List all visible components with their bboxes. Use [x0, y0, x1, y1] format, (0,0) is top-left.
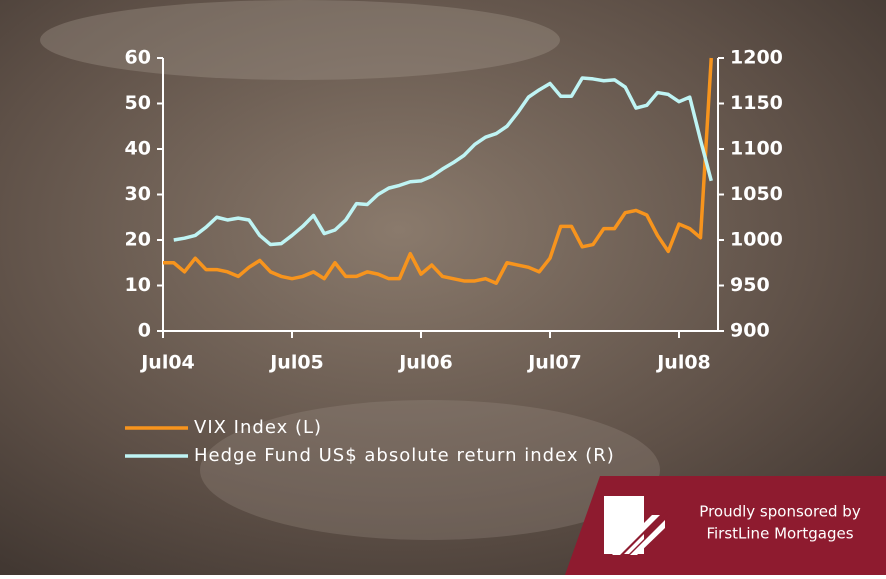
y2-tick-label: 1000 [730, 229, 783, 251]
sponsor: Proudly sponsored by FirstLine Mortgages [565, 476, 886, 575]
y-tick-label: 20 [125, 229, 151, 251]
series-line [163, 57, 713, 285]
y2-tick-label: 950 [730, 274, 770, 296]
y2-tick-label: 1050 [730, 183, 783, 205]
sponsor-text: FirstLine Mortgages [706, 525, 853, 543]
sponsor-text: Proudly sponsored by [699, 503, 861, 521]
y-tick-label: 10 [125, 274, 151, 296]
sponsor-logo [604, 496, 668, 555]
sponsor-box [565, 476, 886, 575]
x-tick-label: Jul07 [526, 352, 582, 374]
x-tick-label: Jul08 [655, 352, 711, 374]
y-tick-label: 50 [125, 92, 151, 114]
x-tick-label: Jul06 [397, 352, 453, 374]
y-tick-label: 0 [138, 320, 151, 342]
photo-highlight [40, 0, 560, 80]
y-tick-label: 40 [125, 138, 151, 160]
x-tick-label: Jul05 [268, 352, 324, 374]
x-tick-label: Jul04 [139, 352, 195, 374]
y2-tick-label: 1200 [730, 47, 783, 69]
photo-highlight [200, 400, 660, 540]
legend-label: VIX Index (L) [194, 417, 322, 438]
y2-tick-label: 900 [730, 320, 770, 342]
y2-tick-label: 1150 [730, 92, 783, 114]
y-tick-label: 60 [125, 47, 151, 69]
y2-tick-label: 1100 [730, 138, 783, 160]
y-tick-label: 30 [125, 183, 151, 205]
legend-label: Hedge Fund US$ absolute return index (R) [194, 445, 615, 466]
series-line [173, 76, 713, 247]
